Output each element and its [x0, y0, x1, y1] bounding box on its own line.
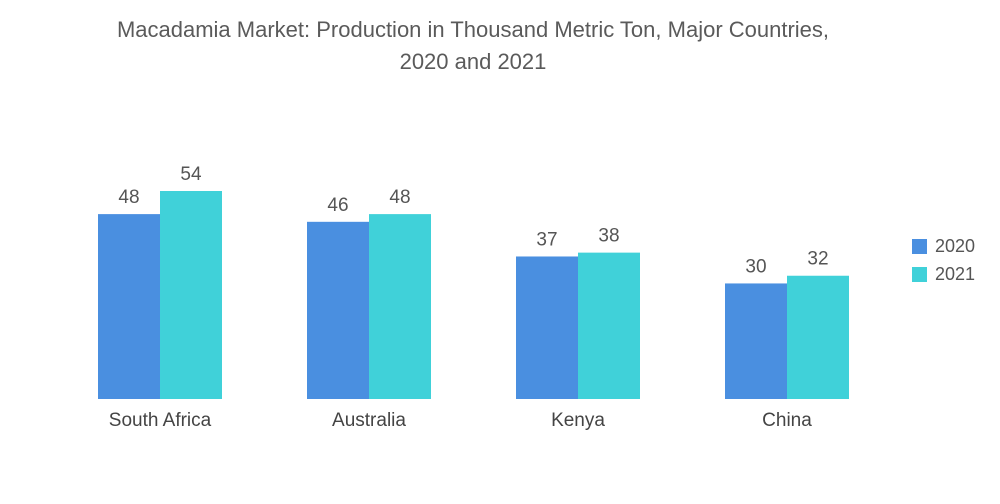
chart-title-line-1: Macadamia Market: Production in Thousand… [116, 17, 830, 42]
bar-2020-kenya [516, 256, 578, 399]
data-label-2021-kenya: 38 [598, 226, 619, 247]
category-label-australia: Australia [332, 410, 406, 431]
legend: 2020 2021 [912, 232, 975, 288]
bar-2021-australia [369, 214, 431, 399]
data-label-2021-australia: 48 [389, 187, 410, 208]
bar-2020-china [725, 283, 787, 399]
bar-2020-south-africa [98, 214, 160, 399]
bar-2020-australia [307, 221, 369, 399]
category-label-south-africa: South Africa [109, 410, 212, 431]
legend-item-2021: 2021 [912, 260, 975, 288]
legend-item-2020: 2020 [912, 232, 975, 260]
bar-2021-kenya [578, 252, 640, 399]
bar-2021-china [787, 275, 849, 399]
chart-title-line-2: 2020 and 2021 [399, 49, 547, 74]
legend-label-2021: 2021 [935, 263, 976, 284]
data-label-2021-china: 32 [807, 249, 828, 270]
data-label-2020-south-africa: 48 [118, 187, 139, 208]
data-label-2020-kenya: 37 [536, 229, 557, 250]
bar-2021-south-africa [160, 191, 222, 399]
category-label-china: China [762, 410, 812, 431]
legend-label-2020: 2020 [935, 235, 976, 256]
legend-swatch-2020 [912, 238, 927, 254]
category-label-kenya: Kenya [551, 410, 605, 431]
data-label-2021-south-africa: 54 [180, 164, 202, 185]
legend-swatch-2021 [912, 266, 927, 282]
chart-title: Macadamia Market: Production in Thousand… [0, 14, 946, 78]
data-label-2020-australia: 46 [327, 195, 348, 216]
data-label-2020-china: 30 [745, 256, 766, 277]
